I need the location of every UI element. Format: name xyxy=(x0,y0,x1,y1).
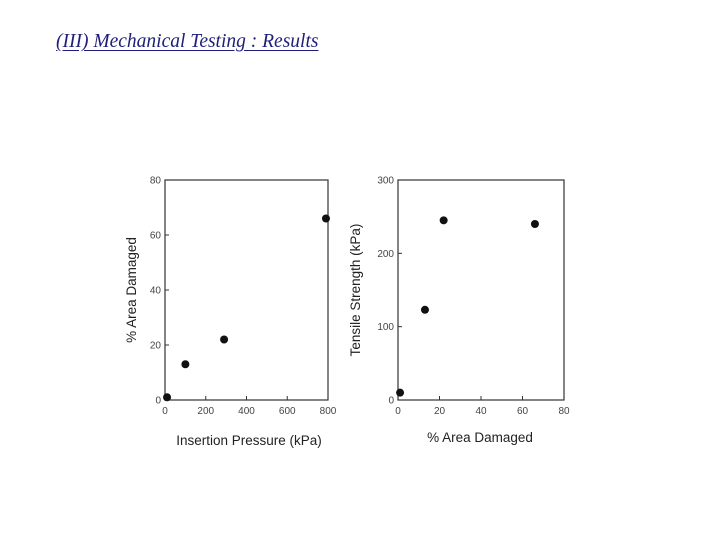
chart-left-xtick-label: 600 xyxy=(279,406,296,417)
scatter-charts-svg: % Area Damaged Insertion Pressure (kPa) … xyxy=(124,176,570,449)
chart-right-data-point xyxy=(420,305,429,314)
chart-right-data-point xyxy=(396,388,405,397)
chart-right-xtick-label: 80 xyxy=(558,406,570,417)
chart-right: Tensile Strength (kPa) % Area Damaged 0 2… xyxy=(348,176,570,446)
slide-title: (III) Mechanical Testing : Results xyxy=(56,31,319,52)
chart-right-ytick-label: 200 xyxy=(377,249,394,260)
chart-right-ytick-label: 300 xyxy=(377,176,394,187)
chart-left-data-point xyxy=(163,393,172,402)
chart-right-ytick-label: 0 xyxy=(388,396,394,407)
chart-left-ytick-label: 20 xyxy=(150,341,162,352)
chart-left-data-point xyxy=(181,360,190,369)
chart-right-xtick-label: 0 xyxy=(395,406,401,417)
chart-right-data-point xyxy=(439,216,448,225)
chart-left-ytick-label: 40 xyxy=(150,286,162,297)
chart-left-ytick-label: 80 xyxy=(150,176,162,187)
chart-left: % Area Damaged Insertion Pressure (kPa) … xyxy=(124,176,337,449)
chart-left-data-point xyxy=(321,214,330,223)
chart-left-ticks: 0 200 400 600 800 0 20 40 60 80 xyxy=(150,176,337,418)
chart-left-frame xyxy=(164,179,329,401)
chart-left-xlabel: Insertion Pressure (kPa) xyxy=(176,433,322,448)
chart-right-ylabel: Tensile Strength (kPa) xyxy=(348,224,363,357)
chart-right-xtick-label: 20 xyxy=(434,406,446,417)
chart-left-xtick-label: 200 xyxy=(197,406,214,417)
chart-right-frame xyxy=(397,179,565,401)
chart-right-ytick-label: 100 xyxy=(377,322,394,333)
figure-panel: % Area Damaged Insertion Pressure (kPa) … xyxy=(100,160,580,460)
chart-left-ytick-label: 60 xyxy=(150,231,162,242)
chart-left-xtick-label: 800 xyxy=(320,406,337,417)
chart-left-xtick-label: 400 xyxy=(238,406,255,417)
chart-right-xtick-label: 40 xyxy=(475,406,487,417)
chart-left-ylabel: % Area Damaged xyxy=(124,237,139,343)
chart-left-xtick-label: 0 xyxy=(162,406,168,417)
chart-left-data-point xyxy=(220,335,229,344)
chart-left-ytick-label: 0 xyxy=(155,396,161,407)
chart-right-data-point xyxy=(530,220,539,228)
chart-right-xlabel: % Area Damaged xyxy=(427,430,533,445)
chart-right-points xyxy=(396,216,539,397)
chart-left-points xyxy=(163,214,330,402)
chart-right-ticks: 0 20 40 60 80 0 100 200 300 xyxy=(377,176,570,418)
chart-right-xtick-label: 60 xyxy=(517,406,529,417)
